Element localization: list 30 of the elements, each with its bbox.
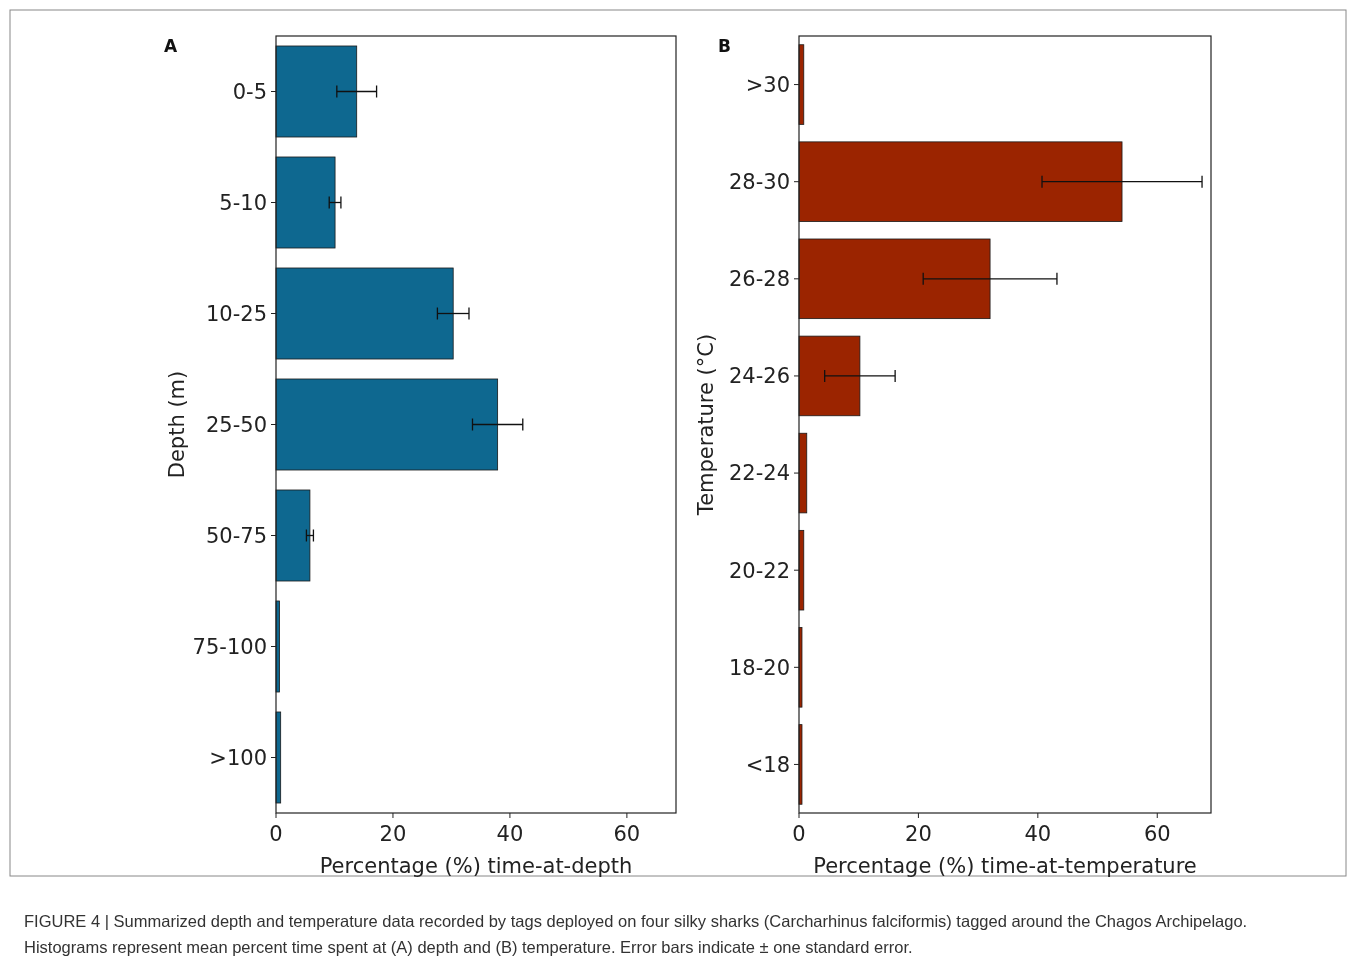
y-tick-label: 18-20 (728, 655, 790, 680)
y-tick-label: 10-25 (205, 301, 267, 326)
y-axis-title: Temperature (°C) (694, 333, 718, 517)
y-tick-label: 0-5 (232, 79, 267, 104)
caption: FIGURE 4 | Summarized depth and temperature data recorded by tags deployed on four silky sharks (Carcharhinus falciformis) tagged around the Chagos Archipelago. Histograms represent mean percent time spent at (A) depth and (B) temperature. Error bars indicate ± one standard error. (24, 911, 1249, 958)
y-tick-label: 28-30 (728, 170, 790, 195)
chart-title: B (718, 36, 731, 56)
y-axis-title: Depth (m) (165, 370, 189, 479)
y-tick-label: 22-24 (728, 461, 790, 486)
x-tick-label: 0 (269, 822, 283, 846)
y-tick-label: 75-100 (192, 634, 267, 659)
y-tick-label: >100 (209, 745, 267, 770)
y-tick-label: 20-22 (728, 558, 790, 583)
y-tick-label: 50-75 (205, 523, 267, 548)
y-tick-label: 26-28 (728, 267, 790, 292)
x-tick-label: 0 (792, 822, 806, 846)
y-tick-label: >30 (745, 72, 790, 97)
x-tick-label: 40 (496, 822, 524, 846)
x-tick-label: 60 (1143, 822, 1171, 846)
x-tick-label: 20 (905, 822, 932, 846)
x-tick-label: 20 (379, 822, 407, 846)
y-tick-label: <18 (745, 752, 790, 777)
x-axis-title: Percentage (%) time-at-temperature (813, 854, 1197, 878)
x-tick-label: 60 (613, 822, 641, 846)
x-tick-label: 40 (1024, 822, 1052, 846)
y-tick-label: 25-50 (205, 412, 267, 437)
y-tick-label: 24-26 (728, 364, 790, 389)
y-tick-label: 5-10 (219, 190, 267, 215)
chart-title: A (164, 36, 178, 56)
x-axis-title: Percentage (%) time-at-depth (319, 854, 633, 878)
